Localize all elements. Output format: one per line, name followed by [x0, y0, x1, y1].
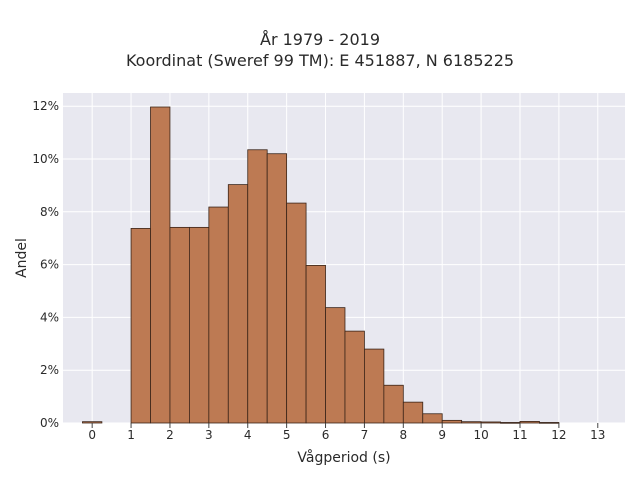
x-tick-label: 9	[438, 428, 446, 442]
y-tick-label: 8%	[40, 205, 59, 219]
y-tick-label: 6%	[40, 258, 59, 272]
histogram-bar	[441, 419, 463, 424]
histogram-bar	[422, 413, 443, 424]
histogram-bar	[169, 226, 190, 424]
x-axis-label: Vågperiod (s)	[297, 449, 390, 466]
x-tick-label: 10	[473, 428, 488, 442]
x-tick-label: 6	[322, 428, 330, 442]
x-tick-label: 8	[399, 428, 407, 442]
histogram-bar	[286, 202, 307, 424]
histogram-bar	[208, 206, 229, 424]
histogram-bar	[480, 421, 501, 424]
histogram-bars	[82, 106, 560, 424]
y-axis-label: Andel	[14, 238, 30, 278]
y-tick-label: 12%	[32, 99, 59, 113]
histogram-bar	[500, 422, 521, 424]
y-tick-label: 4%	[40, 310, 59, 324]
x-tick-label: 0	[88, 428, 96, 442]
x-tick-labels: 0 1 2 3 4 5 6 7 8 9 10 11 12 13	[88, 423, 605, 442]
histogram-bar	[325, 307, 346, 424]
histogram-bar	[247, 149, 268, 424]
y-tick-label: 10%	[32, 152, 59, 166]
x-tick-label: 1	[127, 428, 135, 442]
x-tick-label: 5	[283, 428, 291, 442]
histogram-bar	[82, 421, 103, 424]
y-tick-labels: 0% 2% 4% 6% 8% 10% 12%	[32, 99, 59, 430]
histogram-bar	[519, 421, 540, 424]
histogram-bar	[150, 106, 171, 424]
histogram-bar	[227, 184, 249, 424]
histogram-bar	[402, 401, 424, 424]
x-tick-label: 2	[166, 428, 174, 442]
histogram-bar	[189, 226, 210, 424]
histogram-bar	[130, 228, 151, 424]
x-tick-label: 3	[205, 428, 213, 442]
histogram-bar	[383, 384, 404, 424]
histogram-bar	[266, 153, 288, 424]
x-tick-label: 4	[244, 428, 252, 442]
chart-subtitle: Koordinat (Sweref 99 TM): E 451887, N 61…	[125, 51, 515, 70]
histogram-bar	[344, 330, 365, 424]
histogram-bar	[461, 421, 482, 424]
y-tick-label: 2%	[40, 363, 59, 377]
histogram-bar	[305, 264, 326, 424]
chart-title: År 1979 - 2019	[260, 30, 380, 49]
x-tick-label: 11	[512, 428, 527, 442]
histogram-bar	[539, 422, 560, 424]
x-tick-label: 13	[590, 428, 605, 442]
y-tick-label: 0%	[40, 416, 59, 430]
x-tick-label: 7	[361, 428, 369, 442]
x-tick-label: 12	[551, 428, 566, 442]
histogram-bar	[364, 348, 385, 424]
